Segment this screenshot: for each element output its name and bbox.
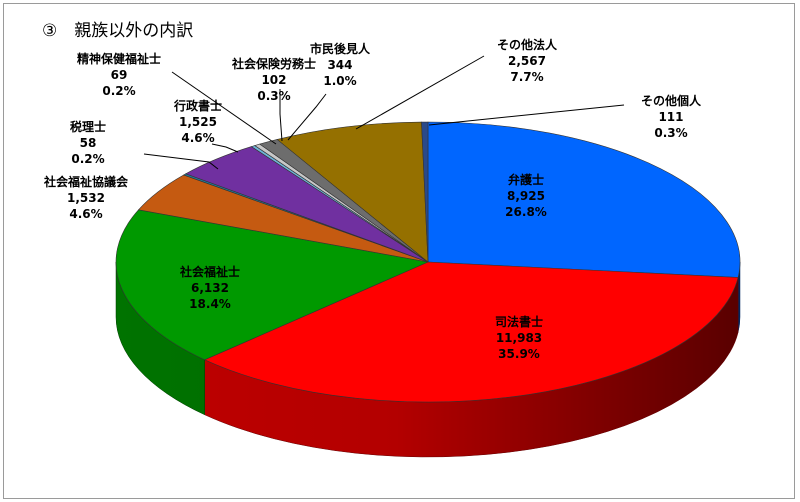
- data-label-percent: 0.3%: [654, 126, 688, 140]
- data-label-percent: 0.2%: [102, 84, 136, 98]
- data-label-percent: 26.8%: [505, 205, 547, 219]
- data-label-percent: 4.6%: [181, 131, 215, 145]
- data-label-label: 司法書士: [494, 315, 544, 329]
- data-label-value-text: 69: [110, 68, 128, 82]
- pie-slice: [115, 209, 430, 361]
- data-label: 行政書士 1,525 4.6%: [174, 98, 222, 146]
- chart-frame: ③ 親族以外の内訳 弁護士 8,925 26.8% 司法書士 11,983 35.9% 社会…: [3, 3, 795, 499]
- data-label-value-text: 1,532: [67, 191, 105, 205]
- data-label: その他法人 2,567 7.7%: [497, 37, 557, 85]
- data-label-label: 税理士: [69, 120, 107, 134]
- leader-line-gyoseishoshi: [211, 143, 239, 153]
- data-label: 市民後見人 344 1.0%: [310, 41, 370, 89]
- pie-slice: [421, 121, 429, 263]
- data-label-value-text: 8,925: [507, 189, 545, 203]
- data-label-percent: 4.6%: [69, 207, 103, 221]
- leader-line-shimin: [287, 93, 327, 141]
- data-label: 税理士 58 0.2%: [70, 119, 106, 167]
- data-label-value-text: 1,525: [179, 115, 217, 129]
- data-label-value-text: 102: [261, 73, 287, 87]
- data-label: 司法書士 11,983 35.9%: [495, 314, 543, 362]
- data-label-value-text: 344: [327, 58, 353, 72]
- data-label-label: 市民後見人: [309, 42, 371, 56]
- chart-title: ③ 親族以外の内訳: [42, 21, 194, 41]
- data-label-label: 行政書士: [173, 99, 223, 113]
- data-label-percent: 0.3%: [257, 89, 291, 103]
- leader-line-sonota-kojin: [428, 104, 625, 126]
- leader-line-zeirishi: [143, 153, 219, 170]
- data-label-percent: 35.9%: [498, 347, 540, 361]
- data-label: 社会福祉協議会 1,532 4.6%: [44, 174, 128, 222]
- pie-slice: [276, 121, 429, 263]
- data-label-value-text: 111: [658, 110, 684, 124]
- data-label: 精神保健福祉士 69 0.2%: [77, 51, 161, 99]
- data-label-value-text: 2,567: [508, 54, 546, 68]
- data-label: 弁護士 8,925 26.8%: [505, 172, 547, 220]
- data-label: 社会福祉士 6,132 18.4%: [180, 264, 240, 312]
- leader-line-sharoushi: [279, 89, 283, 142]
- data-label-label: 社会保険労務士: [231, 57, 317, 71]
- pie-slice: [203, 261, 739, 403]
- data-label-label: その他個人: [640, 94, 702, 108]
- data-label-value-text: 11,983: [495, 331, 543, 345]
- data-label-label: 社会福祉協議会: [43, 175, 129, 189]
- data-label-percent: 7.7%: [510, 70, 544, 84]
- data-label-value-text: 6,132: [191, 281, 229, 295]
- data-label: その他個人 111 0.3%: [641, 93, 701, 141]
- data-label-label: 弁護士: [507, 173, 545, 187]
- leader-line-seishin: [171, 71, 277, 145]
- data-label-value-text: 58: [79, 136, 97, 150]
- data-label-label: 社会福祉士: [179, 265, 241, 279]
- leader-line-sonota-hojin: [355, 55, 485, 130]
- data-label-percent: 1.0%: [323, 74, 357, 88]
- data-label: 社会保険労務士 102 0.3%: [232, 56, 316, 104]
- pie-chart: [115, 55, 741, 458]
- data-label-percent: 18.4%: [189, 297, 231, 311]
- data-label-label: その他法人: [496, 38, 558, 52]
- data-label-percent: 0.2%: [71, 152, 105, 166]
- pie-slice: [427, 121, 741, 278]
- data-label-label: 精神保健福祉士: [76, 52, 162, 66]
